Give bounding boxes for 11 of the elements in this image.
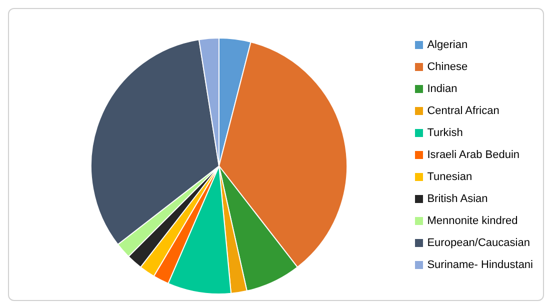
legend-label: Israeli Arab Beduin bbox=[427, 148, 520, 162]
legend-label: Tunesian bbox=[427, 170, 472, 184]
legend-label: Central African bbox=[427, 104, 500, 118]
legend-label: Indian bbox=[427, 82, 458, 96]
legend-label: European/Caucasian bbox=[427, 236, 530, 250]
legend-label: Mennonite kindred bbox=[427, 214, 518, 228]
legend-label: Turkish bbox=[427, 126, 463, 140]
legend-label: British Asian bbox=[427, 192, 488, 206]
legend-label: Algerian bbox=[427, 38, 468, 52]
legend-label: Chinese bbox=[427, 60, 468, 74]
legend-label: Suriname- Hindustani bbox=[427, 258, 533, 272]
